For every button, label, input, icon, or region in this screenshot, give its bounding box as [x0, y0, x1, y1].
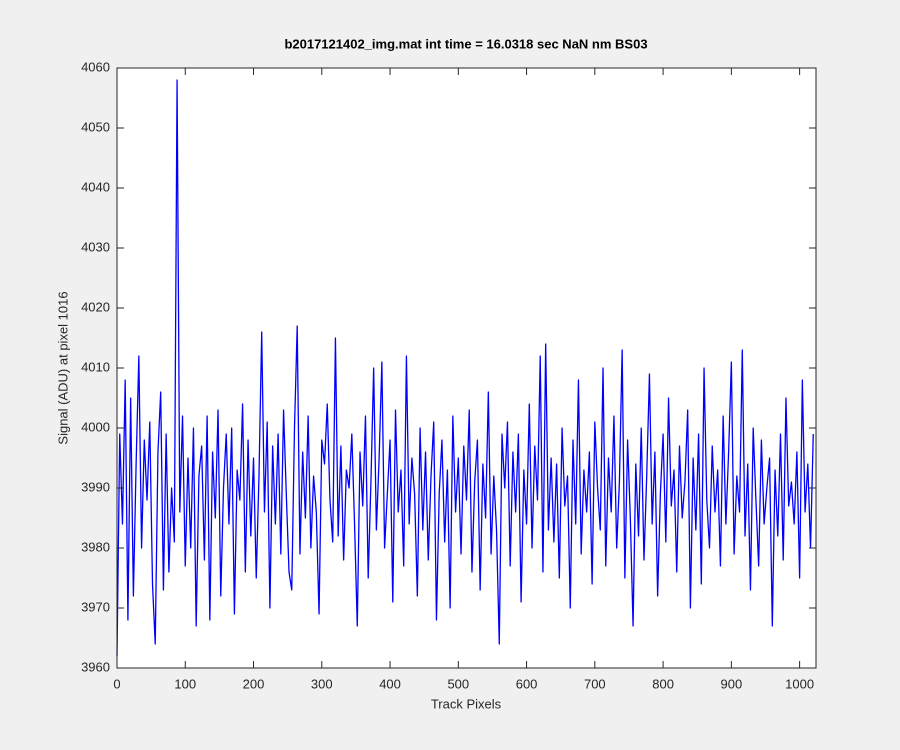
- y-tick-label: 3990: [81, 479, 110, 494]
- y-tick-label: 4010: [81, 359, 110, 374]
- chart-title: b2017121402_img.mat int time = 16.0318 s…: [284, 36, 647, 51]
- y-tick-label: 4040: [81, 179, 110, 194]
- x-tick-label: 600: [516, 676, 538, 691]
- y-tick-label: 3970: [81, 599, 110, 614]
- x-tick-label: 700: [584, 676, 606, 691]
- y-tick-label: 4000: [81, 419, 110, 434]
- x-tick-label: 200: [243, 676, 265, 691]
- y-tick-label: 3960: [81, 659, 110, 674]
- x-tick-label: 0: [113, 676, 120, 691]
- y-tick-label: 4050: [81, 119, 110, 134]
- y-tick-label: 4020: [81, 299, 110, 314]
- x-tick-label: 800: [652, 676, 674, 691]
- x-tick-label: 1000: [785, 676, 814, 691]
- y-tick-label: 3980: [81, 539, 110, 554]
- y-tick-label: 4030: [81, 239, 110, 254]
- signal-line: [116, 79, 814, 657]
- x-axis-label: Track Pixels: [431, 696, 502, 711]
- x-tick-label: 300: [311, 676, 333, 691]
- x-tick-label: 400: [379, 676, 401, 691]
- y-tick-label: 4060: [81, 59, 110, 74]
- x-tick-label: 100: [174, 676, 196, 691]
- y-axis-label: Signal (ADU) at pixel 1016: [55, 291, 70, 444]
- x-tick-label: 500: [447, 676, 469, 691]
- plot: [116, 79, 814, 657]
- x-tick-label: 900: [721, 676, 743, 691]
